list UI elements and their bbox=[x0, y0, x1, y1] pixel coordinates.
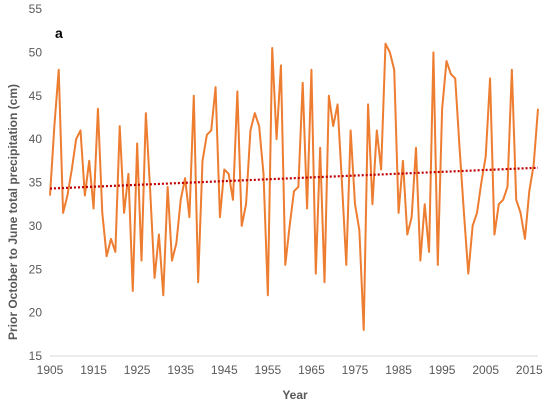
y-tick-label: 25 bbox=[29, 262, 43, 276]
x-tick-label: 1945 bbox=[211, 363, 238, 377]
y-tick-label: 45 bbox=[29, 89, 43, 103]
x-tick-label: 1905 bbox=[37, 363, 64, 377]
x-tick-label: 1975 bbox=[342, 363, 369, 377]
x-tick-label: 1985 bbox=[385, 363, 412, 377]
series-layer bbox=[49, 42, 539, 331]
x-tick-label: 1935 bbox=[167, 363, 194, 377]
y-tick-label: 30 bbox=[29, 219, 43, 233]
x-axis-tick-labels: 1905 1915 1925 1935 1945 1955 1965 1975 1985 1995… bbox=[37, 363, 543, 377]
y-tick-label: 55 bbox=[29, 2, 43, 16]
y-tick-label: 15 bbox=[29, 349, 43, 363]
y-tick-label: 50 bbox=[29, 45, 43, 59]
x-tick-label: 1955 bbox=[255, 363, 282, 377]
x-tick-label: 1965 bbox=[298, 363, 325, 377]
y-axis-title: Prior October to June total precipitatio… bbox=[6, 84, 20, 340]
y-tick-label: 35 bbox=[29, 176, 43, 190]
x-tick-label: 2005 bbox=[472, 363, 499, 377]
x-tick-label: 2015 bbox=[516, 363, 543, 377]
x-tick-label: 1925 bbox=[124, 363, 151, 377]
y-axis-tick-labels: 15 20 25 30 35 40 45 50 55 bbox=[29, 2, 43, 363]
x-axis-title: Year bbox=[282, 388, 308, 402]
x-tick-label: 1995 bbox=[429, 363, 456, 377]
y-tick-label: 20 bbox=[29, 306, 43, 320]
panel-label: a bbox=[55, 25, 63, 41]
y-tick-label: 40 bbox=[29, 132, 43, 146]
precipitation-series-line bbox=[49, 42, 539, 331]
trend-line bbox=[49, 166, 539, 190]
x-tick-label: 1915 bbox=[80, 363, 107, 377]
